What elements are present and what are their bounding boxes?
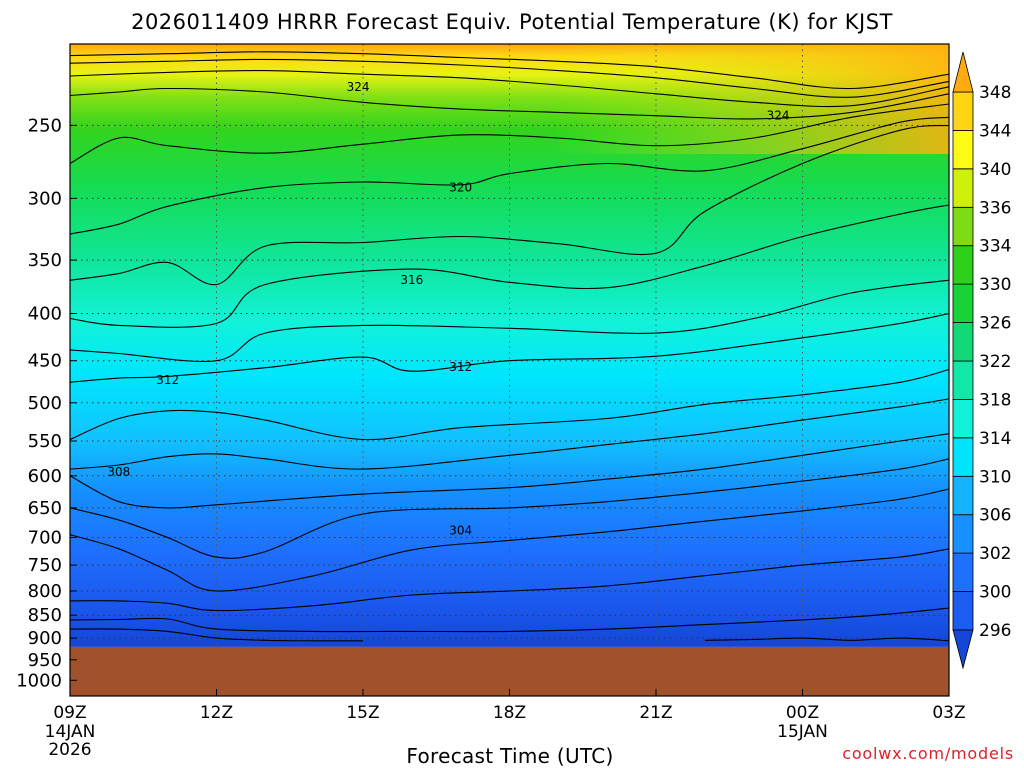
colorbar-label-334: 334 xyxy=(979,237,1011,257)
contour-326-16 xyxy=(69,70,950,108)
y-tick-label-600: 600 xyxy=(28,466,62,487)
contour-324-15 xyxy=(69,87,950,120)
colorbar-segment xyxy=(952,475,974,516)
x-tick-label-03Z: 03Z xyxy=(932,703,965,723)
x-axis-label: Forecast Time (UTC) xyxy=(406,744,613,768)
contour-304-4 xyxy=(69,488,950,592)
colorbar-segment xyxy=(952,591,974,631)
y-tick-label-950: 950 xyxy=(28,650,62,671)
colorbar-min-arrow xyxy=(952,629,974,670)
colorbar-segment xyxy=(952,206,974,247)
y-tick-label-550: 550 xyxy=(28,431,62,452)
x-tick-label-00Z: 00Z xyxy=(786,703,819,723)
colorbar-label-318: 318 xyxy=(979,390,1011,410)
contour-322-14 xyxy=(69,103,950,164)
colorbar-segment xyxy=(952,91,974,131)
credit-text: coolwx.com/models xyxy=(842,744,1014,763)
contour-label-316: 316 xyxy=(400,273,423,287)
colorbar-label-314: 314 xyxy=(979,429,1011,449)
contour-330-18 xyxy=(69,51,950,90)
contour-316-11 xyxy=(69,204,950,328)
contour-labels: 324 324 320 316 312 312 308 304 xyxy=(107,80,790,538)
y-tick-label-900: 900 xyxy=(28,628,62,649)
colorbar-segment xyxy=(952,360,974,400)
x-tick-date: 15JAN xyxy=(777,722,828,742)
y-tick-label-800: 800 xyxy=(28,581,62,602)
contour-296-1 xyxy=(704,637,950,642)
contour-label-324: 324 xyxy=(767,109,790,123)
contour-314-10 xyxy=(69,279,950,362)
plot-area: 324 324 320 316 312 312 308 304 xyxy=(69,43,950,697)
colorbar-segment xyxy=(952,168,974,208)
contour-label-320: 320 xyxy=(449,181,472,195)
contour-label-312: 312 xyxy=(449,360,472,374)
colorbar-max-arrow xyxy=(952,51,974,93)
contour-320-13 xyxy=(69,116,950,235)
chart-title: 2026011409 HRRR Forecast Equiv. Potentia… xyxy=(131,10,893,34)
y-tick-label-250: 250 xyxy=(28,115,62,136)
x-tick-year: 2026 xyxy=(48,740,91,760)
y-tick-label-450: 450 xyxy=(28,351,62,372)
contour-308-6 xyxy=(69,433,950,509)
terrain-below-surface xyxy=(70,646,949,696)
colorbar-segment xyxy=(952,398,974,439)
contour-310-8 xyxy=(69,368,950,441)
contour-lines xyxy=(69,51,950,642)
colorbar-label-300: 300 xyxy=(979,583,1011,603)
y-axis: 2503003504004505005506006507007508008509… xyxy=(16,115,77,691)
y-tick-label-700: 700 xyxy=(28,528,62,549)
colorbar: 296 300 302 306 310 314 318 322 326 330 334 336 340 3… xyxy=(952,51,1011,670)
contour-296-0 xyxy=(69,628,364,642)
contour-label-324: 324 xyxy=(347,80,370,94)
colorbar-label-306: 306 xyxy=(979,506,1011,526)
colorbar-segment xyxy=(952,514,974,554)
y-tick-label-850: 850 xyxy=(28,605,62,626)
contour-318-12 xyxy=(69,124,950,286)
colorbar-label-326: 326 xyxy=(979,314,1011,334)
contour-label-308: 308 xyxy=(107,465,130,479)
contour-label-304: 304 xyxy=(449,524,472,538)
colorbar-label-348: 348 xyxy=(979,83,1011,103)
y-tick-label-500: 500 xyxy=(28,393,62,414)
contour-302-3 xyxy=(69,548,950,612)
colorbar-label-310: 310 xyxy=(979,467,1011,487)
y-tick-label-300: 300 xyxy=(28,188,62,209)
colorbar-segment xyxy=(952,437,974,477)
colorbar-label-302: 302 xyxy=(979,544,1011,564)
y-tick-label-400: 400 xyxy=(28,304,62,325)
colorbar-label-322: 322 xyxy=(979,352,1011,372)
contour-308-7 xyxy=(69,398,950,470)
y-tick-label-1000: 1000 xyxy=(16,670,62,691)
colorbar-segment xyxy=(952,283,974,323)
x-tick-label-21Z: 21Z xyxy=(639,703,672,723)
contour-312-9 xyxy=(69,312,950,383)
x-tick-date: 14JAN xyxy=(45,722,96,742)
colorbar-label-344: 344 xyxy=(979,121,1011,141)
colorbar-segment xyxy=(952,552,974,592)
x-tick-label-12Z: 12Z xyxy=(200,703,233,723)
colorbar-label-336: 336 xyxy=(979,198,1011,218)
colorbar-label-296: 296 xyxy=(979,621,1011,641)
colorbar-label-340: 340 xyxy=(979,160,1011,180)
contour-300-2 xyxy=(69,607,950,633)
contour-304-5 xyxy=(69,458,950,559)
x-tick-label-15Z: 15Z xyxy=(346,703,379,723)
x-tick-label-09Z: 09Z xyxy=(53,703,86,723)
y-tick-label-650: 650 xyxy=(28,498,62,519)
y-tick-label-350: 350 xyxy=(28,250,62,271)
colorbar-label-330: 330 xyxy=(979,275,1011,295)
contour-label-312: 312 xyxy=(156,373,179,387)
colorbar-segment xyxy=(952,129,974,170)
y-tick-label-750: 750 xyxy=(28,555,62,576)
x-tick-label-18Z: 18Z xyxy=(493,703,526,723)
colorbar-segment xyxy=(952,245,974,285)
colorbar-segment xyxy=(952,322,974,362)
contour-328-17 xyxy=(69,58,950,98)
